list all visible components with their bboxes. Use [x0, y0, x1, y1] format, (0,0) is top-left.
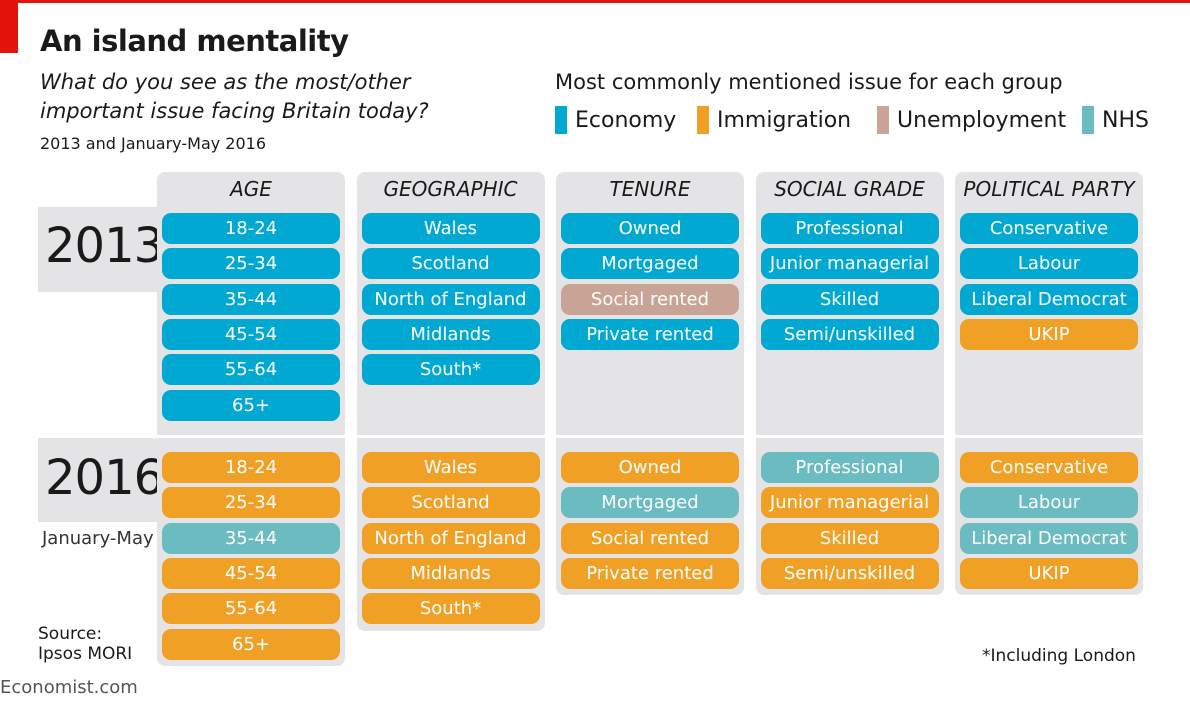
group-pill-2016-social-grade: Skilled	[760, 522, 939, 554]
year-sublabel-2016: January-May	[42, 528, 154, 549]
group-pill-2013-political-party: Conservative	[960, 213, 1138, 244]
legend-item-nhs: NHS	[1082, 106, 1149, 134]
group-pill-2016-tenure: Owned	[561, 452, 739, 483]
column-header-geographic: GEOGRAPHIC	[356, 172, 545, 205]
year-label-2013: 2013	[45, 218, 164, 274]
legend-label: NHS	[1102, 107, 1149, 133]
group-pill-2013-geographic: North of England	[361, 283, 540, 315]
group-pill-2016-tenure: Private rented	[561, 557, 739, 589]
group-pill-2013-tenure: Social rented	[561, 283, 739, 315]
source-name: Ipsos MORI	[38, 644, 133, 664]
group-pill-2013-tenure: Private rented	[561, 318, 739, 350]
group-pill-2016-age: 35-44	[162, 522, 340, 554]
group-pill-2016-age: 25-34	[162, 487, 340, 519]
group-pill-2016-age: 55-64	[162, 593, 340, 625]
group-pill-2016-tenure: Social rented	[561, 522, 739, 554]
legend-label: Economy	[575, 107, 677, 133]
group-pill-2013-geographic: Scotland	[361, 248, 540, 280]
group-pill-2016-political-party: Liberal Democrat	[960, 522, 1138, 554]
group-pill-2013-social-grade: Skilled	[760, 283, 939, 315]
group-pill-2016-geographic: Wales	[361, 452, 540, 483]
group-pill-2016-geographic: Midlands	[361, 557, 540, 589]
chart-subtitle: What do you see as the most/other import…	[40, 70, 429, 123]
column-header-tenure: TENURE	[556, 172, 744, 205]
group-pill-2013-age: 35-44	[162, 283, 340, 315]
red-tag	[0, 0, 18, 53]
group-pill-2013-tenure: Mortgaged	[561, 248, 739, 280]
top-rule	[0, 0, 1190, 3]
group-pill-2016-age: 45-54	[162, 557, 340, 589]
legend-title: Most commonly mentioned issue for each g…	[555, 70, 1063, 94]
group-pill-2013-social-grade: Semi/unskilled	[760, 318, 939, 350]
legend-swatch	[555, 106, 567, 134]
legend-swatch	[877, 106, 889, 134]
legend-item-economy: Economy	[555, 106, 676, 134]
group-pill-2013-geographic: South*	[361, 354, 540, 386]
legend-swatch	[1082, 106, 1094, 134]
group-pill-2013-social-grade: Professional	[760, 213, 939, 244]
group-pill-2016-political-party: Labour	[960, 487, 1138, 519]
legend-item-immigration: Immigration	[697, 106, 851, 134]
group-pill-2016-geographic: North of England	[361, 522, 540, 554]
group-pill-2016-tenure: Mortgaged	[561, 487, 739, 519]
legend-item-unemployment: Unemployment	[877, 106, 1066, 134]
group-pill-2013-political-party: Liberal Democrat	[960, 283, 1138, 315]
group-pill-2013-age: 25-34	[162, 248, 340, 280]
column-header-social-grade: SOCIAL GRADE	[755, 172, 944, 205]
group-pill-2013-age: 65+	[162, 389, 340, 421]
group-pill-2016-social-grade: Junior managerial	[760, 487, 939, 519]
group-pill-2013-age: 18-24	[162, 213, 340, 244]
chart-period: 2013 and January-May 2016	[40, 134, 267, 153]
year-label-2016: 2016	[45, 450, 164, 506]
group-pill-2016-political-party: Conservative	[960, 452, 1138, 483]
group-pill-2016-geographic: South*	[361, 593, 540, 625]
group-pill-2016-age: 18-24	[162, 452, 340, 483]
chart-title: An island mentality	[40, 24, 349, 58]
group-pill-2013-political-party: Labour	[960, 248, 1138, 280]
legend-label: Unemployment	[897, 107, 1067, 133]
group-pill-2013-age: 45-54	[162, 318, 340, 350]
column-header-political-party: POLITICAL PARTY	[955, 172, 1143, 205]
brand-logo: Economist.com	[0, 677, 138, 698]
group-pill-2013-social-grade: Junior managerial	[760, 248, 939, 280]
year-box-2016	[38, 438, 157, 522]
legend-swatch	[697, 106, 709, 134]
footnote: *Including London	[982, 646, 1136, 666]
group-pill-2013-geographic: Wales	[361, 213, 540, 244]
group-pill-2013-tenure: Owned	[561, 213, 739, 244]
group-pill-2016-social-grade: Professional	[760, 452, 939, 483]
group-pill-2016-age: 65+	[162, 628, 340, 660]
legend-label: Immigration	[717, 107, 852, 133]
group-pill-2013-geographic: Midlands	[361, 318, 540, 350]
group-pill-2016-geographic: Scotland	[361, 487, 540, 519]
column-header-age: AGE	[157, 172, 345, 205]
group-pill-2013-age: 55-64	[162, 354, 340, 386]
group-pill-2016-political-party: UKIP	[960, 557, 1138, 589]
group-pill-2013-political-party: UKIP	[960, 318, 1138, 350]
group-pill-2016-social-grade: Semi/unskilled	[760, 557, 939, 589]
source: Source: Ipsos MORI	[38, 624, 132, 664]
year-box-2013	[38, 207, 157, 292]
source-label: Source:	[38, 624, 103, 644]
